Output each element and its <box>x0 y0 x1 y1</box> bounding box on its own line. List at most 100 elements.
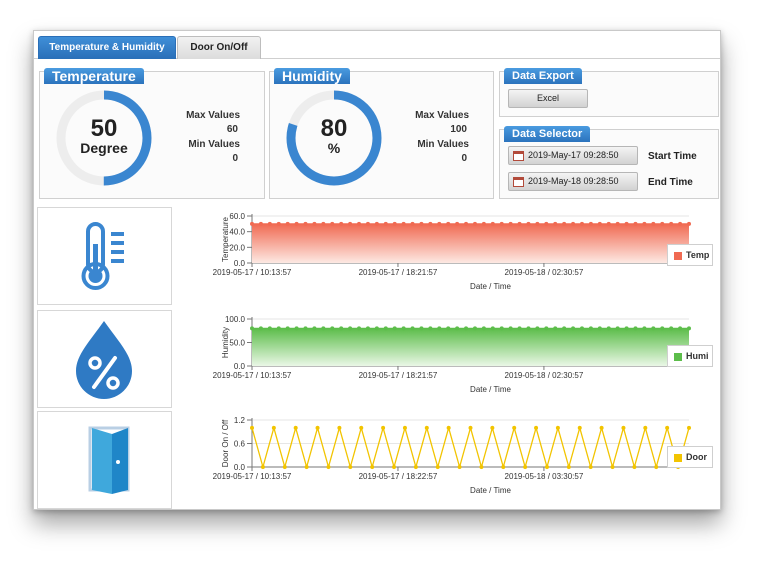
data-point <box>651 326 656 331</box>
x-tick-label: 2019-05-17 / 10:13:57 <box>213 268 292 277</box>
data-point <box>294 326 299 331</box>
end-time-picker[interactable]: 2019-May-18 09:28:50 <box>508 172 638 191</box>
data-point <box>687 425 691 430</box>
temperature-value: 50 <box>90 115 118 142</box>
data-point <box>562 221 567 226</box>
x-tick-label: 2019-05-18 / 02:30:57 <box>505 371 584 380</box>
data-point <box>481 221 486 226</box>
data-point <box>490 326 495 331</box>
data-point <box>285 326 290 331</box>
excel-export-button[interactable]: Excel <box>508 89 588 108</box>
data-point <box>374 326 379 331</box>
data-point <box>508 221 513 226</box>
door-legend-swatch <box>674 453 682 462</box>
data-point <box>293 425 298 430</box>
data-point <box>457 465 462 469</box>
temp-legend-swatch <box>674 251 682 260</box>
data-point <box>669 221 674 226</box>
data-point <box>651 221 656 226</box>
data-point <box>276 221 281 226</box>
data-point <box>357 221 362 226</box>
data-point <box>642 221 647 226</box>
data-point <box>285 221 290 226</box>
data-point <box>579 326 584 331</box>
data-point <box>419 221 424 226</box>
tab-temperature-humidity[interactable]: Temperature & Humidity <box>38 36 176 59</box>
data-point <box>654 465 659 469</box>
data-point <box>370 465 375 469</box>
data-point <box>499 221 504 226</box>
tab-door-on-off[interactable]: Door On/Off <box>177 36 261 59</box>
temperature-panel: Temperature 50 Degree Max Values 60 Min … <box>39 68 265 199</box>
data-point <box>250 425 254 430</box>
data-point <box>348 221 353 226</box>
data-point <box>321 221 326 226</box>
y-axis-title: Temperature <box>221 217 230 262</box>
data-point <box>348 326 353 331</box>
temperature-max-label: Max Values <box>186 110 240 121</box>
data-point <box>330 326 335 331</box>
data-point <box>534 425 539 430</box>
x-axis-title: Date / Time <box>470 385 511 394</box>
data-point <box>624 221 629 226</box>
data-point <box>315 425 320 430</box>
data-point <box>348 465 353 469</box>
x-tick-label: 2019-05-17 / 18:22:57 <box>359 472 438 481</box>
humidity-unit: % <box>327 140 341 156</box>
y-axis-title: Door On / Off <box>221 419 230 467</box>
data-point <box>566 465 571 469</box>
data-point <box>250 326 254 331</box>
data-point <box>606 221 611 226</box>
data-point <box>428 221 433 226</box>
y-tick-label: 0.0 <box>234 463 246 472</box>
series-area <box>252 223 689 263</box>
humidity-min-label: Min Values <box>417 139 469 150</box>
data-point <box>337 425 342 430</box>
data-point <box>435 465 440 469</box>
data-point <box>250 221 254 226</box>
data-point <box>392 465 397 469</box>
data-point <box>383 326 388 331</box>
data-point <box>501 465 506 469</box>
humidity-box <box>37 310 172 408</box>
start-time-value: 2019-May-17 09:28:50 <box>528 150 619 160</box>
data-point <box>413 465 418 469</box>
start-time-picker[interactable]: 2019-May-17 09:28:50 <box>508 146 638 165</box>
data-point <box>304 465 309 469</box>
humidity-panel: Humidity 80 % Max Values 100 Min Values … <box>269 68 494 199</box>
data-point <box>624 326 629 331</box>
data-point <box>464 221 469 226</box>
y-tick-label: 20.0 <box>229 243 245 252</box>
y-tick-label: 40.0 <box>229 228 245 237</box>
data-point <box>499 326 504 331</box>
data-point <box>553 221 558 226</box>
data-point <box>621 425 626 430</box>
temperature-gauge-arc <box>56 90 152 186</box>
data-point <box>267 326 272 331</box>
door-box <box>37 411 172 509</box>
data-point <box>512 425 517 430</box>
humidity-gauge <box>286 90 382 186</box>
data-point <box>555 425 560 430</box>
calendar-icon <box>513 150 524 161</box>
data-point <box>321 326 326 331</box>
data-selector-panel: Data Selector 2019-May-17 09:28:50 Start… <box>499 126 719 199</box>
y-tick-label: 0.0 <box>234 259 246 268</box>
data-point <box>276 326 281 331</box>
data-point <box>260 465 265 469</box>
series-line <box>251 425 690 470</box>
data-point <box>553 326 558 331</box>
thermometer-box <box>37 207 172 305</box>
data-point <box>633 221 638 226</box>
data-point <box>523 465 528 469</box>
data-point <box>643 425 648 430</box>
tab-bar: Temperature & Humidity Door On/Off <box>34 31 720 59</box>
start-time-label: Start Time <box>648 151 697 162</box>
humidity-panel-title: Humidity <box>274 68 350 84</box>
data-point <box>490 221 495 226</box>
y-tick-label: 0.0 <box>234 362 246 371</box>
x-tick-label: 2019-05-18 / 03:30:57 <box>505 472 584 481</box>
data-point <box>633 326 638 331</box>
